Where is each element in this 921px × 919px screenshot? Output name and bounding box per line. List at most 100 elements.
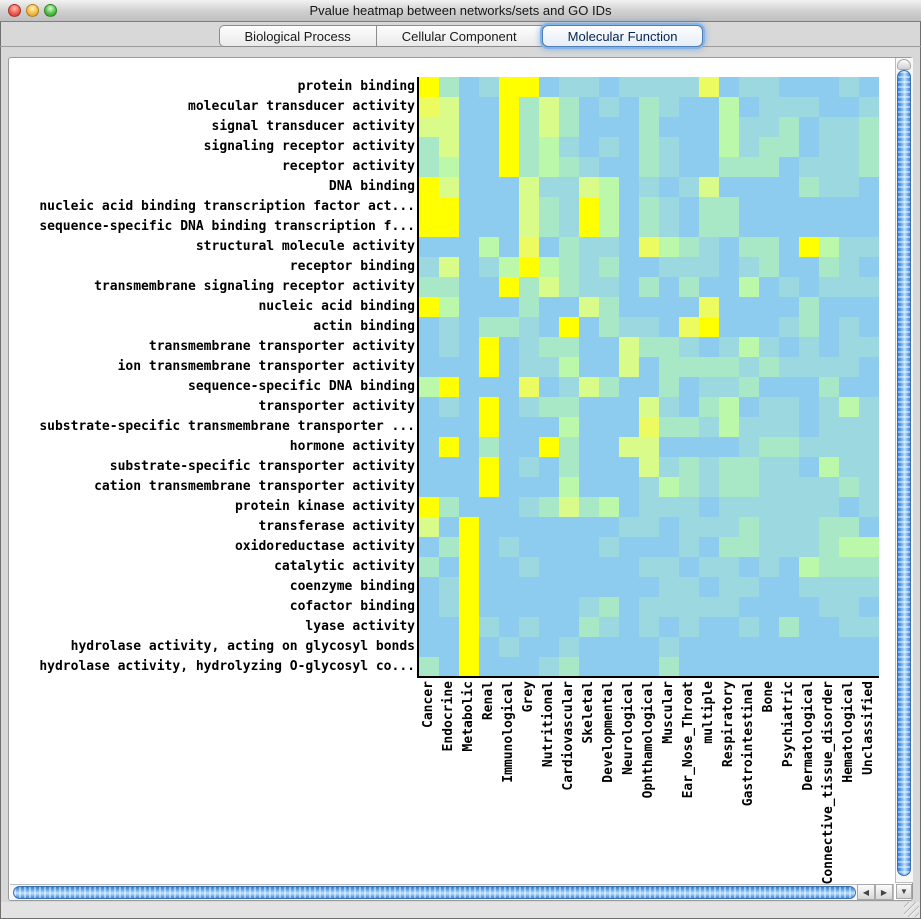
heatmap-cell <box>779 377 799 397</box>
heatmap-cell <box>579 317 599 337</box>
heatmap-cell <box>519 537 539 557</box>
heatmap-cell <box>579 477 599 497</box>
heatmap-cell <box>719 217 739 237</box>
heatmap-cell <box>679 417 699 437</box>
heatmap-cell <box>579 157 599 177</box>
heatmap-cell <box>699 637 719 657</box>
column-label: Bone <box>761 681 776 713</box>
scroll-down-button[interactable]: ▼ <box>896 884 912 899</box>
heatmap-cell <box>679 597 699 617</box>
heatmap-cell <box>619 317 639 337</box>
heatmap-cell <box>759 217 779 237</box>
heatmap-cell <box>539 277 559 297</box>
scroll-left-button[interactable]: ◀ <box>857 884 875 900</box>
heatmap-cell <box>779 157 799 177</box>
heatmap-cell <box>719 477 739 497</box>
heatmap-cell <box>479 217 499 237</box>
heatmap-cell <box>579 137 599 157</box>
heatmap-cell <box>599 217 619 237</box>
heatmap-cell <box>719 177 739 197</box>
heatmap-cell <box>699 197 719 217</box>
heatmap-cell <box>499 617 519 637</box>
heatmap-cell <box>839 597 859 617</box>
column-label: Dermatological <box>801 681 816 791</box>
row-label: oxidoreductase activity <box>234 539 415 554</box>
vertical-scrollbar-cap[interactable] <box>897 59 911 70</box>
heatmap-cell <box>659 337 679 357</box>
titlebar[interactable]: Pvalue heatmap between networks/sets and… <box>0 0 921 22</box>
heatmap-cell <box>639 137 659 157</box>
heatmap-cell <box>739 237 759 257</box>
heatmap-cell <box>619 77 639 97</box>
heatmap-cell <box>779 637 799 657</box>
heatmap-cell <box>579 417 599 437</box>
heatmap-cell <box>819 97 839 117</box>
heatmap-cell <box>539 537 559 557</box>
tab-biological-process[interactable]: Biological Process <box>218 25 377 47</box>
heatmap-cell <box>739 457 759 477</box>
heatmap-cell <box>759 557 779 577</box>
heatmap-cell <box>479 297 499 317</box>
heatmap-cell <box>639 237 659 257</box>
heatmap-cell <box>559 117 579 137</box>
heatmap-cell <box>699 397 719 417</box>
heatmap-cell <box>459 357 479 377</box>
heatmap-cell <box>519 397 539 417</box>
heatmap-cell <box>819 477 839 497</box>
heatmap-cell <box>659 177 679 197</box>
heatmap-cell <box>639 397 659 417</box>
heatmap-cell <box>859 77 879 97</box>
heatmap-cell <box>859 337 879 357</box>
heatmap-cell <box>479 237 499 257</box>
heatmap-cell <box>739 537 759 557</box>
heatmap-cell <box>759 637 779 657</box>
row-label: ion transmembrane transporter activity <box>117 359 415 374</box>
heatmap-cell <box>739 637 759 657</box>
zoom-button[interactable] <box>44 4 57 17</box>
heatmap-cell <box>799 197 819 217</box>
heatmap-cell <box>479 377 499 397</box>
heatmap-cell <box>519 197 539 217</box>
heatmap-cell <box>719 497 739 517</box>
heatmap-cell <box>779 437 799 457</box>
heatmap-cell <box>819 437 839 457</box>
resize-grip[interactable] <box>904 902 919 917</box>
close-button[interactable] <box>8 4 21 17</box>
heatmap-cell <box>619 177 639 197</box>
scroll-right-button[interactable]: ▶ <box>875 884 893 900</box>
heatmap-cell <box>459 177 479 197</box>
heatmap-cell <box>439 417 459 437</box>
minimize-button[interactable] <box>26 4 39 17</box>
heatmap-cell <box>839 237 859 257</box>
heatmap-cell <box>779 317 799 337</box>
heatmap-cell <box>579 77 599 97</box>
heatmap-cell <box>759 297 779 317</box>
heatmap-cell <box>699 217 719 237</box>
heatmap-cell <box>839 177 859 197</box>
heatmap-cell <box>859 637 879 657</box>
heatmap-cell <box>779 537 799 557</box>
heatmap-cell <box>679 137 699 157</box>
heatmap-cell <box>759 177 779 197</box>
tab-cellular-component[interactable]: Cellular Component <box>376 25 543 47</box>
heatmap-cell <box>839 637 859 657</box>
heatmap-cell <box>659 617 679 637</box>
tab-molecular-function[interactable]: Molecular Function <box>541 25 704 47</box>
heatmap-cell <box>499 597 519 617</box>
heatmap-cell <box>639 337 659 357</box>
heatmap-cell <box>459 617 479 637</box>
heatmap-cell <box>599 257 619 277</box>
heatmap-cell <box>639 177 659 197</box>
heatmap-cell <box>419 197 439 217</box>
heatmap-cell <box>479 77 499 97</box>
horizontal-scrollbar-thumb[interactable] <box>13 886 856 899</box>
heatmap-cell <box>839 437 859 457</box>
heatmap-cell <box>799 377 819 397</box>
heatmap-cell <box>419 317 439 337</box>
heatmap-cell <box>599 617 619 637</box>
vertical-scrollbar-thumb[interactable] <box>897 70 911 876</box>
heatmap-cell <box>579 337 599 357</box>
heatmap-cell <box>579 617 599 637</box>
heatmap-cell <box>539 197 559 217</box>
heatmap-cell <box>819 497 839 517</box>
